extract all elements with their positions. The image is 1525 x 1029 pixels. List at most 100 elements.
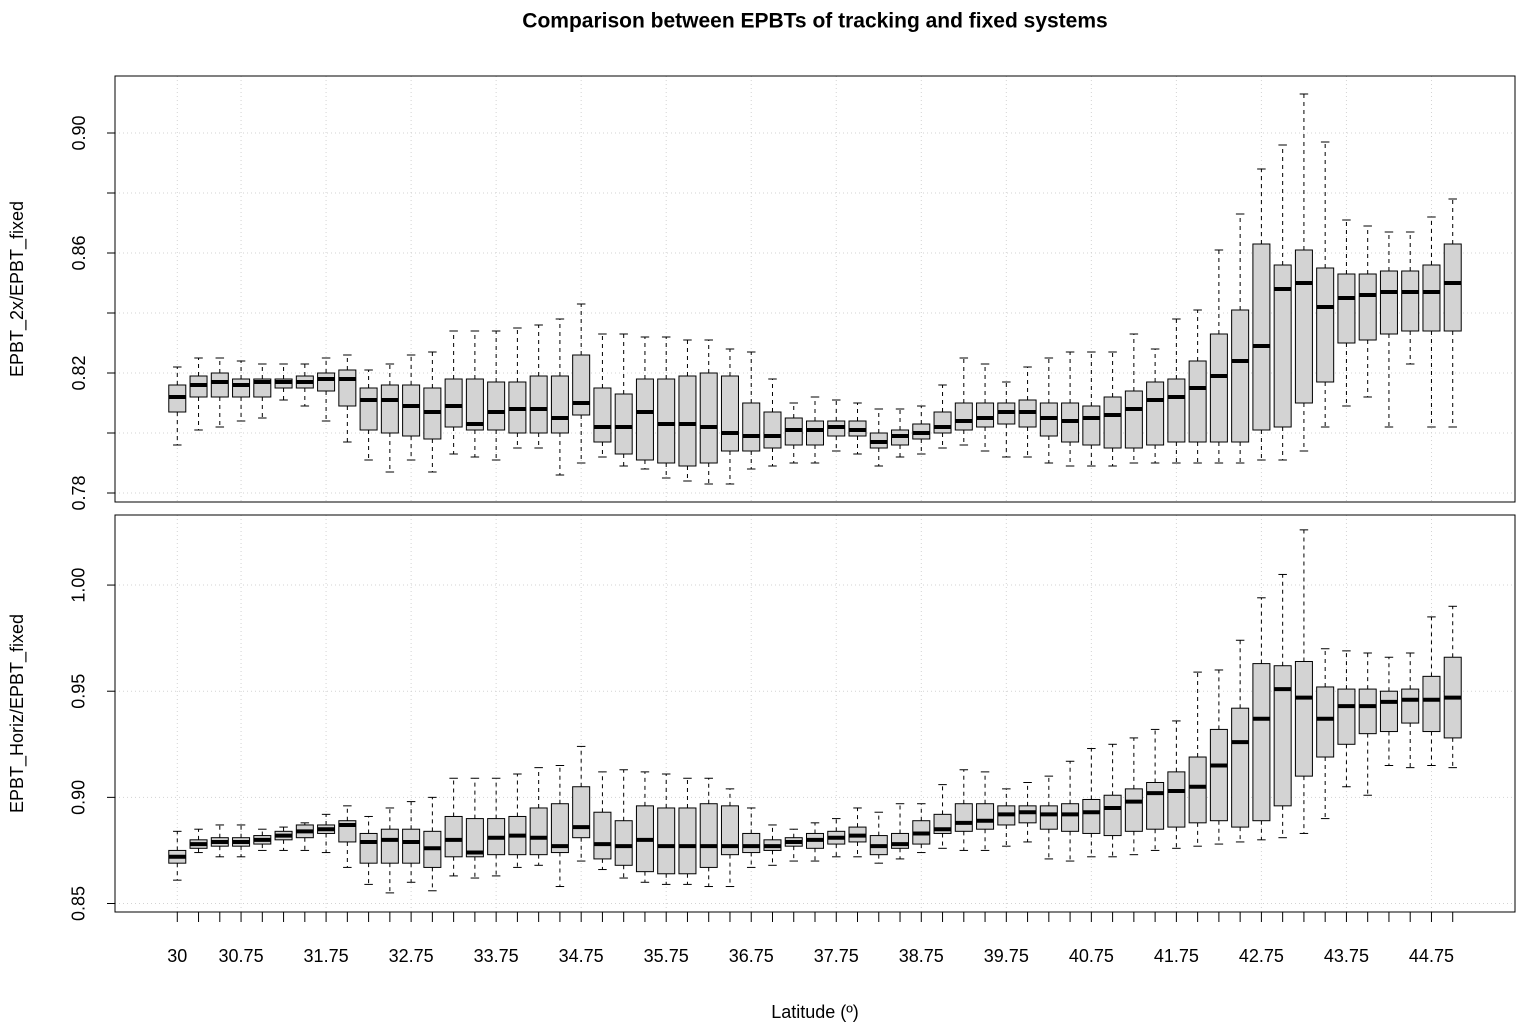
box [1252, 243, 1271, 431]
box [593, 387, 612, 443]
box [1231, 309, 1250, 443]
chart-title: Comparison between EPBTs of tracking and… [522, 10, 1107, 33]
box [572, 354, 591, 416]
box [572, 786, 591, 839]
x-tick-label: 44.75 [1409, 946, 1454, 966]
box [359, 387, 378, 431]
box [1167, 378, 1186, 443]
box [402, 384, 421, 437]
box [210, 372, 229, 398]
y-tick-label: 0.90 [69, 115, 89, 150]
x-tick-label: 38.75 [899, 946, 944, 966]
box [465, 378, 484, 431]
y-tick-label: 1.00 [69, 568, 89, 603]
box [550, 375, 569, 434]
box [1422, 675, 1441, 733]
box [954, 803, 973, 832]
box [1443, 243, 1462, 332]
box [976, 803, 995, 830]
box [1401, 688, 1420, 724]
box [954, 402, 973, 431]
x-tick-label: 31.75 [304, 946, 349, 966]
box [1103, 396, 1122, 449]
x-tick-label: 33.75 [474, 946, 519, 966]
box [1188, 756, 1207, 824]
box [1358, 273, 1377, 341]
box [614, 393, 633, 455]
box [635, 378, 654, 461]
box [1103, 794, 1122, 837]
box [338, 369, 357, 407]
box [699, 803, 718, 868]
y-tick-label: 0.86 [69, 235, 89, 270]
box [444, 815, 463, 858]
box [232, 378, 251, 398]
box [444, 378, 463, 428]
box [891, 832, 910, 849]
box [1209, 333, 1228, 443]
box [1082, 798, 1101, 834]
box [1379, 270, 1398, 335]
box [699, 372, 718, 464]
box [550, 803, 569, 854]
box [1061, 803, 1080, 832]
box [1316, 267, 1335, 383]
box [657, 807, 676, 875]
box [1188, 360, 1207, 443]
box [720, 805, 739, 856]
box [1273, 264, 1292, 428]
box [1039, 805, 1058, 830]
box [593, 811, 612, 860]
box [1358, 688, 1377, 735]
box [1124, 390, 1143, 449]
y-axis-label: EPBT_Horiz/EPBT_fixed [7, 614, 28, 813]
y-tick-label: 0.82 [69, 355, 89, 390]
x-tick-label: 35.75 [644, 946, 689, 966]
box [317, 372, 336, 392]
box [1124, 788, 1143, 832]
box [465, 818, 484, 858]
box [805, 420, 825, 446]
x-tick-label: 30.75 [219, 946, 264, 966]
x-axis-label: Latitude (º) [771, 1002, 859, 1022]
box [1167, 771, 1186, 828]
y-axis-label: EPBT_2x/EPBT_fixed [7, 201, 28, 377]
y-tick-label: 0.78 [69, 475, 89, 510]
x-tick-label: 40.75 [1069, 946, 1114, 966]
x-tick-label: 34.75 [559, 946, 604, 966]
x-tick-label: 36.75 [729, 946, 774, 966]
box [678, 375, 697, 467]
box [742, 402, 761, 452]
box [1294, 249, 1313, 404]
box [1146, 381, 1165, 446]
y-tick-label: 0.85 [69, 886, 89, 921]
box [1231, 707, 1250, 828]
box [742, 832, 761, 854]
x-tick-label: 37.75 [814, 946, 859, 966]
x-tick-label: 42.75 [1239, 946, 1284, 966]
box [1401, 270, 1420, 332]
x-tick-label: 41.75 [1154, 946, 1199, 966]
y-tick-label: 0.90 [69, 780, 89, 815]
box [1082, 405, 1101, 446]
x-tick-label: 39.75 [984, 946, 1029, 966]
x-tick-label: 43.75 [1324, 946, 1369, 966]
box [529, 375, 548, 434]
box [1422, 264, 1441, 332]
box [678, 807, 697, 875]
box [1209, 728, 1228, 822]
box [1146, 781, 1165, 830]
box [359, 832, 378, 864]
box [614, 820, 633, 866]
box [1273, 665, 1292, 807]
x-tick-label: 30 [167, 946, 187, 966]
box [380, 828, 399, 864]
box [1252, 663, 1271, 822]
box [1337, 273, 1356, 344]
box [1294, 660, 1313, 777]
box [380, 384, 399, 434]
plot-frame [114, 75, 1516, 503]
box [933, 411, 952, 434]
box [1337, 688, 1356, 745]
